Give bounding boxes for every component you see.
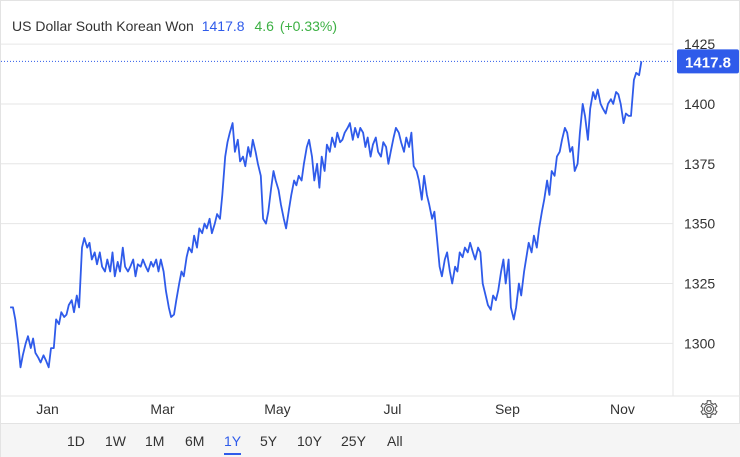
x-tick-label: May — [264, 401, 290, 417]
x-tick-label: Mar — [150, 401, 174, 417]
range-button-1m[interactable]: 1M — [145, 433, 165, 449]
last-price-badge-label: 1417.8 — [685, 54, 731, 71]
price-change-percent: (+0.33%) — [279, 18, 338, 34]
range-selector: 1D 1W 1M 6M 1Y 5Y 10Y 25Y All — [1, 423, 740, 457]
x-tick-label: Jan — [36, 401, 59, 417]
x-tick-label: Jul — [383, 401, 401, 417]
x-axis: Jan Mar May Jul Sep Nov — [36, 401, 635, 417]
gear-icon[interactable] — [699, 399, 719, 419]
instrument-title: US Dollar South Korean Won — [12, 18, 194, 34]
range-button-5y[interactable]: 5Y — [260, 433, 278, 449]
range-button-all[interactable]: All — [387, 433, 403, 449]
y-tick-label: 1325 — [684, 275, 715, 291]
current-price: 1417.8 — [201, 18, 245, 34]
last-price-badge-bg — [677, 49, 739, 74]
price-chart[interactable]: 1300 1325 1350 1375 1400 1425 Jan Mar May Jul Sep… — [1, 1, 740, 421]
range-button-10y[interactable]: 10Y — [297, 433, 322, 449]
y-axis: 1300 1325 1350 1375 1400 1425 — [684, 36, 715, 351]
range-button-6m[interactable]: 6M — [185, 433, 205, 449]
y-tick-label: 1400 — [684, 96, 715, 112]
last-price-badge: 1417.8 — [677, 49, 739, 74]
y-tick-label: 1350 — [684, 216, 715, 232]
x-tick-label: Nov — [610, 401, 635, 417]
y-tick-label: 1425 — [684, 36, 715, 52]
y-tick-label: 1375 — [684, 156, 715, 172]
price-series-line[interactable] — [10, 61, 643, 369]
grid — [1, 1, 740, 397]
y-tick-label: 1300 — [684, 335, 715, 351]
range-button-1d[interactable]: 1D — [67, 433, 85, 449]
range-button-25y[interactable]: 25Y — [341, 433, 366, 449]
x-tick-label: Sep — [495, 401, 520, 417]
range-button-1w[interactable]: 1W — [105, 433, 126, 449]
quote-header: US Dollar South Korean Won 1417.8 4.6 (+… — [12, 18, 337, 34]
range-button-1y[interactable]: 1Y — [224, 433, 242, 455]
price-change: 4.6 — [254, 18, 274, 34]
